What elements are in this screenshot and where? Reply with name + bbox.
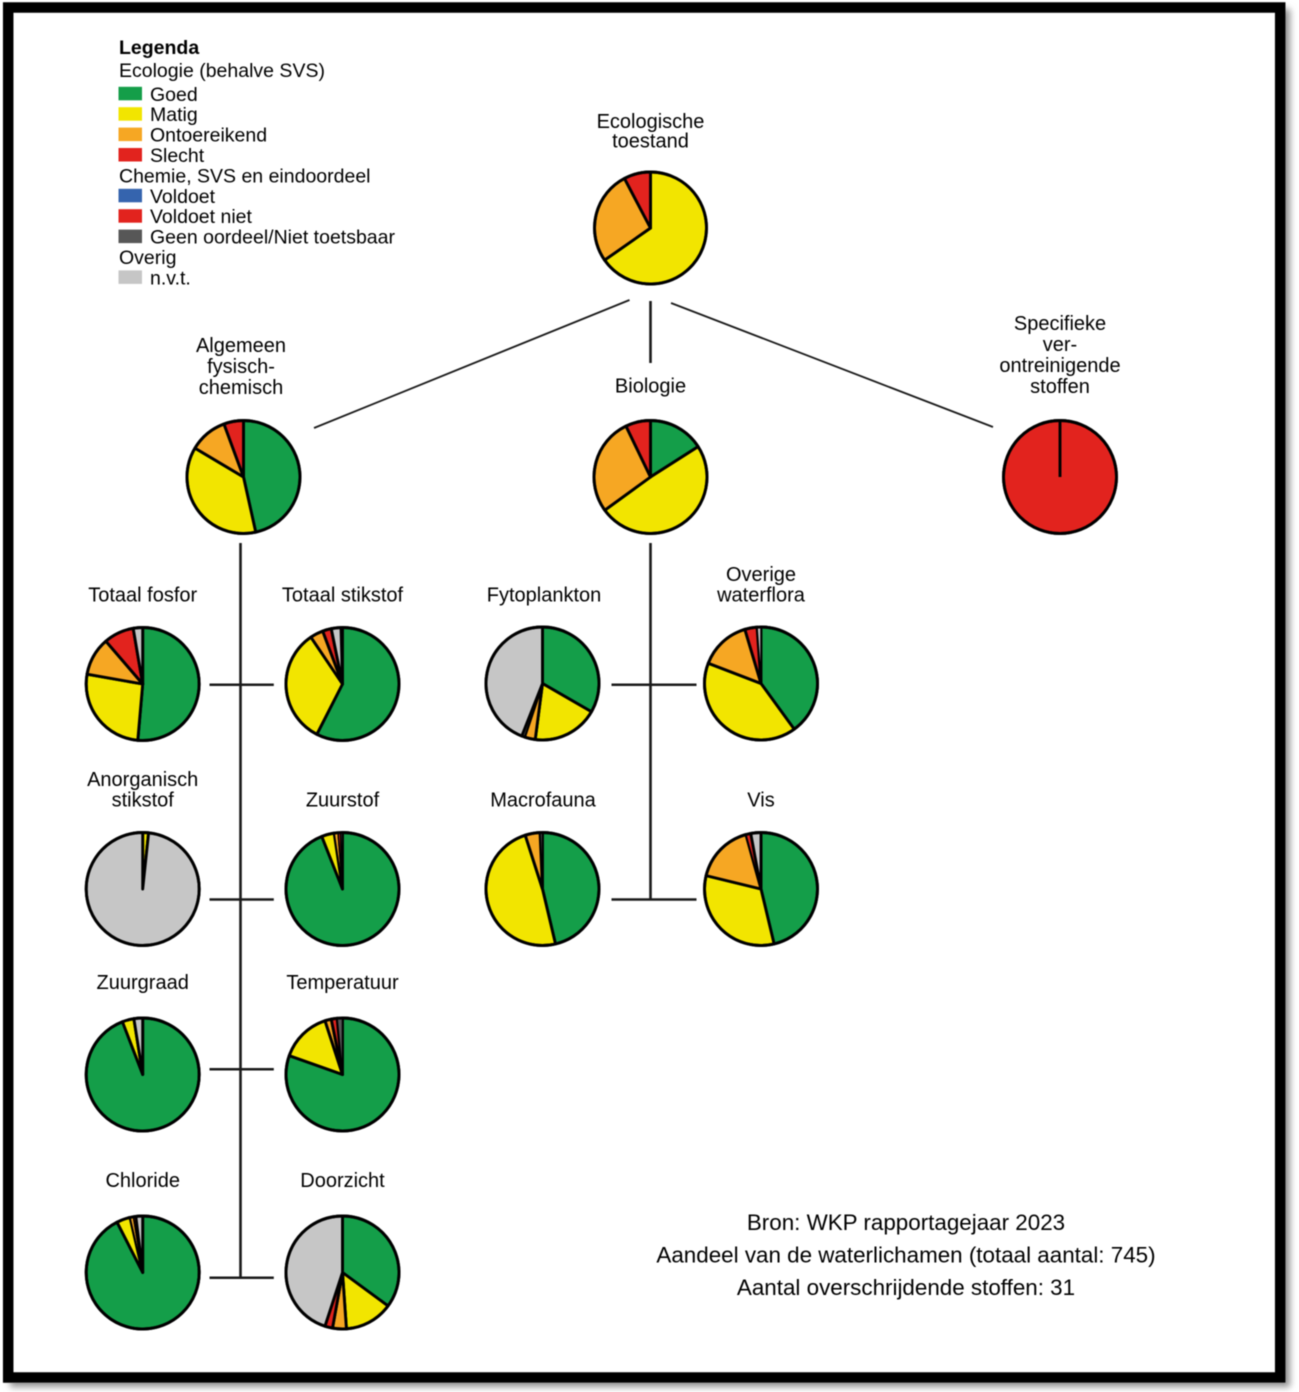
svg-text:Ecologie (behalve SVS): Ecologie (behalve SVS) bbox=[119, 60, 325, 82]
svg-text:Ecologische: Ecologische bbox=[597, 111, 705, 133]
svg-text:Totaal fosfor: Totaal fosfor bbox=[88, 585, 197, 607]
svg-text:Fytoplankton: Fytoplankton bbox=[487, 585, 602, 607]
svg-text:Aandeel van de waterlichamen (: Aandeel van de waterlichamen (totaal aan… bbox=[656, 1243, 1155, 1268]
svg-text:Algemeen: Algemeen bbox=[196, 335, 286, 357]
svg-text:Voldoet niet: Voldoet niet bbox=[150, 206, 253, 228]
svg-text:Geen oordeel/Niet toetsbaar: Geen oordeel/Niet toetsbaar bbox=[150, 227, 395, 249]
svg-text:waterflora: waterflora bbox=[716, 585, 806, 607]
svg-text:Totaal stikstof: Totaal stikstof bbox=[282, 585, 404, 607]
svg-text:Overige: Overige bbox=[726, 564, 796, 586]
svg-text:Specifieke: Specifieke bbox=[1014, 313, 1106, 335]
svg-text:stikstof: stikstof bbox=[112, 790, 175, 812]
svg-text:Anorganisch: Anorganisch bbox=[87, 769, 198, 791]
svg-text:Legenda: Legenda bbox=[119, 37, 199, 59]
svg-text:Ontoereikend: Ontoereikend bbox=[150, 125, 267, 147]
svg-text:Slecht: Slecht bbox=[150, 145, 205, 167]
svg-text:Chloride: Chloride bbox=[105, 1170, 179, 1192]
svg-text:fysisch-: fysisch- bbox=[207, 356, 275, 378]
svg-text:Matig: Matig bbox=[150, 104, 198, 126]
svg-text:Aantal overschrijdende stoffen: Aantal overschrijdende stoffen: 31 bbox=[737, 1275, 1075, 1300]
svg-text:Zuurgraad: Zuurgraad bbox=[97, 972, 189, 994]
svg-text:ontreinigende: ontreinigende bbox=[999, 355, 1120, 377]
svg-text:Macrofauna: Macrofauna bbox=[490, 790, 596, 812]
svg-text:stoffen: stoffen bbox=[1030, 376, 1090, 398]
svg-text:n.v.t.: n.v.t. bbox=[150, 267, 191, 289]
svg-text:toestand: toestand bbox=[612, 131, 689, 153]
svg-text:chemisch: chemisch bbox=[199, 377, 283, 399]
svg-text:Overig: Overig bbox=[119, 247, 176, 269]
svg-text:Goed: Goed bbox=[150, 84, 198, 106]
svg-text:Temperatuur: Temperatuur bbox=[286, 972, 399, 994]
svg-text:ver-: ver- bbox=[1043, 334, 1077, 356]
svg-text:Bron: WKP rapportagejaar 2023: Bron: WKP rapportagejaar 2023 bbox=[747, 1210, 1065, 1235]
svg-text:Zuurstof: Zuurstof bbox=[306, 790, 380, 812]
svg-text:Chemie, SVS en eindoordeel: Chemie, SVS en eindoordeel bbox=[119, 165, 371, 187]
svg-text:Vis: Vis bbox=[747, 790, 774, 812]
svg-text:Biologie: Biologie bbox=[615, 376, 686, 398]
svg-text:Doorzicht: Doorzicht bbox=[300, 1170, 385, 1192]
svg-text:Voldoet: Voldoet bbox=[150, 186, 216, 208]
